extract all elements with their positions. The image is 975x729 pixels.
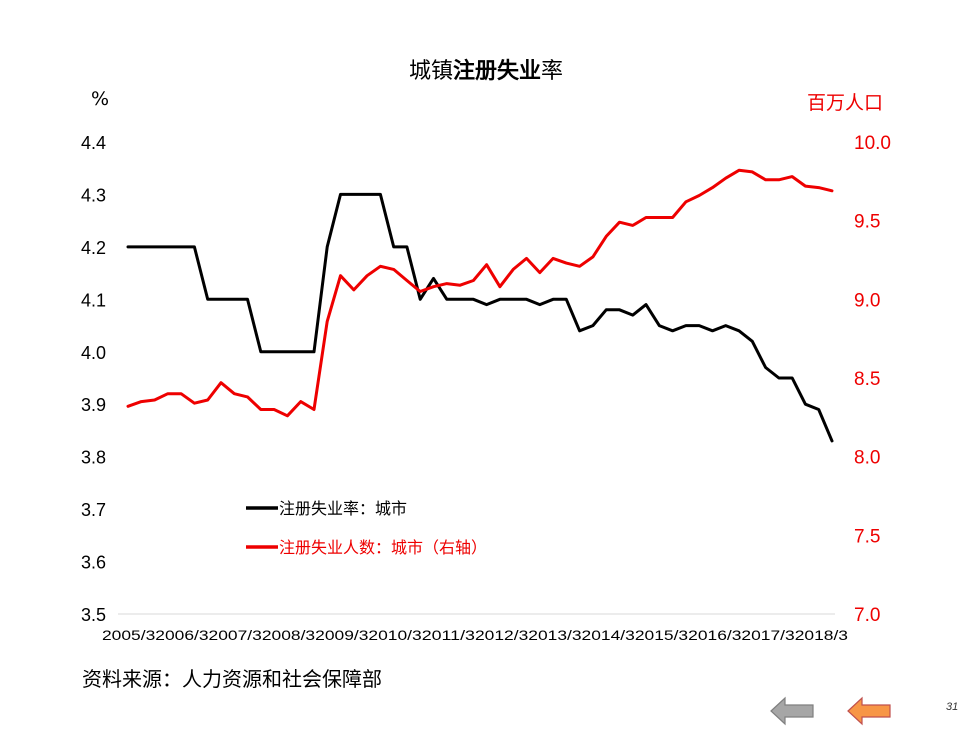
left-tick-label: 3.9 xyxy=(81,395,106,415)
series-line-unemployment-rate xyxy=(126,192,834,443)
title-part-3: 率 xyxy=(541,59,563,84)
source-note: 资料来源：人力资源和社会保障部 xyxy=(82,667,382,691)
x-axis-ticks: 2005/3 2006/3 2007/3 2008/3 2009/3 2010/3 2011… xyxy=(102,627,848,643)
x-tick-label: 2005/3 xyxy=(102,627,156,643)
right-tick-label: 10.0 xyxy=(854,133,891,154)
title-part-2: 注册失业 xyxy=(453,58,541,84)
x-tick-label: 2011/3 xyxy=(422,627,476,643)
previous-arrow-button[interactable] xyxy=(846,696,892,726)
left-tick-label: 4.2 xyxy=(81,238,106,258)
right-tick-label: 9.0 xyxy=(854,290,880,311)
x-tick-label: 2010/3 xyxy=(368,627,422,643)
x-tick-label: 2017/3 xyxy=(741,627,795,643)
x-tick-label: 2013/3 xyxy=(528,627,582,643)
series-line-unemployed-count xyxy=(126,168,834,418)
right-axis-ticks: 7.0 7.5 8.0 8.5 9.0 9.5 10.0 xyxy=(854,133,891,626)
legend-label-unemployed-count: 注册失业人数：城市（右轴） xyxy=(279,538,487,557)
right-tick-label: 8.0 xyxy=(854,448,880,469)
left-tick-label: 4.0 xyxy=(81,343,106,363)
back-arrow-button[interactable] xyxy=(769,696,815,726)
x-tick-label: 2008/3 xyxy=(262,627,316,643)
right-tick-label: 9.5 xyxy=(854,212,880,233)
x-tick-label: 2006/3 xyxy=(155,627,209,643)
right-axis-unit: 百万人口 xyxy=(807,92,883,114)
left-axis-unit: % xyxy=(91,88,109,110)
legend: 注册失业率：城市 注册失业人数：城市（右轴） xyxy=(246,499,487,557)
right-tick-label: 7.0 xyxy=(854,605,880,626)
left-axis-ticks: 3.5 3.6 3.7 3.8 3.9 4.0 4.1 4.2 4.3 4.4 xyxy=(81,133,106,625)
x-tick-label: 2014/3 xyxy=(582,627,636,643)
x-tick-label: 2009/3 xyxy=(315,627,369,643)
x-tick-label: 2016/3 xyxy=(688,627,742,643)
left-tick-label: 3.6 xyxy=(81,553,106,573)
left-tick-label: 4.1 xyxy=(81,290,106,310)
left-tick-label: 4.3 xyxy=(81,185,106,205)
page-number: 31 xyxy=(946,701,959,713)
right-tick-label: 8.5 xyxy=(854,369,880,390)
left-tick-label: 4.4 xyxy=(81,133,106,153)
left-tick-label: 3.8 xyxy=(81,448,106,468)
x-tick-label: 2012/3 xyxy=(475,627,529,643)
legend-label-unemployment-rate: 注册失业率：城市 xyxy=(279,499,407,518)
title-part-1: 城镇 xyxy=(409,59,453,84)
right-tick-label: 7.5 xyxy=(854,526,880,547)
x-tick-label: 2007/3 xyxy=(209,627,263,643)
series-layer xyxy=(126,168,834,443)
left-tick-label: 3.5 xyxy=(81,605,106,625)
previous-arrow-icon xyxy=(847,696,891,726)
left-tick-label: 3.7 xyxy=(81,500,106,520)
x-tick-label: 2015/3 xyxy=(635,627,689,643)
back-arrow-icon xyxy=(770,696,814,726)
chart-title: 城镇注册失业率 xyxy=(409,58,563,84)
x-tick-label: 2018/3 xyxy=(795,627,849,643)
